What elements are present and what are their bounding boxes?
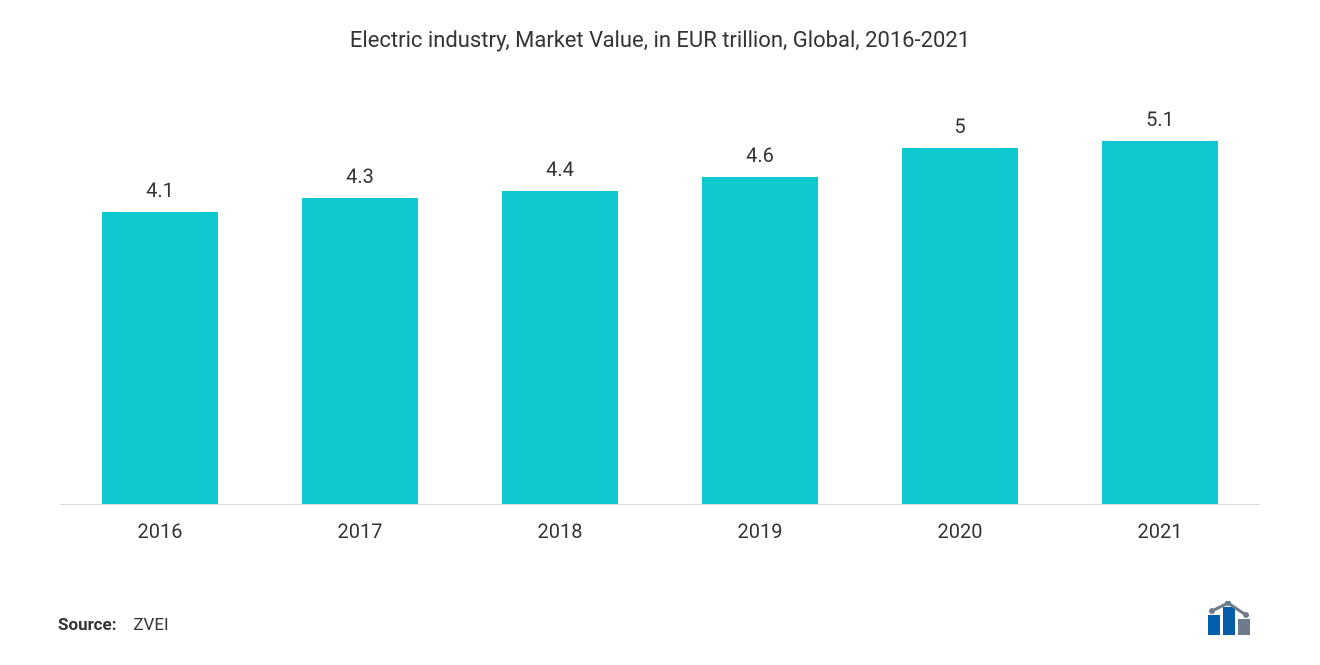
- bar: [102, 212, 218, 504]
- bar-slot: 4.6: [660, 63, 860, 504]
- bar-slot: 4.4: [460, 63, 660, 504]
- brand-logo-icon: [1206, 601, 1262, 635]
- bars-group: 4.1 4.3 4.4 4.6 5 5.1: [60, 63, 1260, 504]
- bar-slot: 5.1: [1060, 63, 1260, 504]
- bar: [502, 191, 618, 504]
- x-axis-label: 2017: [260, 519, 460, 543]
- source-text: Source: ZVEI: [58, 615, 169, 635]
- bar-slot: 4.1: [60, 63, 260, 504]
- x-axis-label: 2021: [1060, 519, 1260, 543]
- x-axis-label: 2016: [60, 519, 260, 543]
- bar-value-label: 4.4: [546, 157, 574, 181]
- x-axis-label: 2020: [860, 519, 1060, 543]
- x-axis-label: 2019: [660, 519, 860, 543]
- bar-value-label: 4.3: [346, 164, 374, 188]
- bar: [702, 177, 818, 504]
- chart-container: Electric industry, Market Value, in EUR …: [0, 0, 1320, 665]
- bar-value-label: 4.6: [746, 143, 774, 167]
- chart-footer: Source: ZVEI: [50, 601, 1270, 635]
- bar-value-label: 5.1: [1146, 107, 1174, 131]
- plot-area: 4.1 4.3 4.4 4.6 5 5.1: [60, 63, 1260, 505]
- bar: [1102, 141, 1218, 504]
- x-axis-label: 2018: [460, 519, 660, 543]
- bar: [302, 198, 418, 504]
- bar-slot: 4.3: [260, 63, 460, 504]
- source-value: ZVEI: [133, 615, 168, 635]
- source-label: Source:: [58, 615, 116, 635]
- bar-slot: 5: [860, 63, 1060, 504]
- bar-value-label: 4.1: [146, 178, 174, 202]
- bar: [902, 148, 1018, 504]
- bar-value-label: 5: [954, 114, 965, 138]
- x-axis: 201620172018201920202021: [60, 519, 1260, 543]
- chart-title: Electric industry, Market Value, in EUR …: [50, 28, 1270, 53]
